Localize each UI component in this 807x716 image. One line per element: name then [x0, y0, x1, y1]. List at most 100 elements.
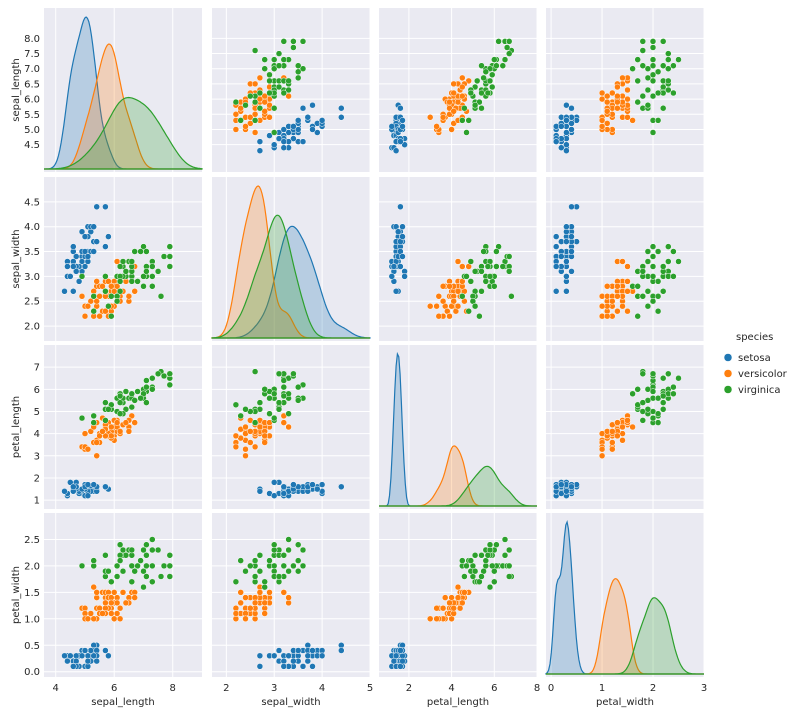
point-setosa [390, 263, 398, 270]
point-versicolor [459, 74, 466, 82]
point-virginica [659, 392, 667, 400]
point-virginica [251, 419, 259, 426]
x-tick-label: 2 [223, 683, 229, 694]
point-virginica [486, 583, 494, 591]
point-virginica [654, 410, 662, 417]
legend-label-setosa: setosa [738, 353, 771, 364]
panel-sepal_width-vs-sepal_width [211, 177, 371, 341]
point-versicolor [450, 297, 457, 305]
point-setosa [568, 126, 575, 133]
point-versicolor [81, 312, 89, 320]
point-setosa [290, 135, 297, 142]
point-setosa [290, 123, 297, 130]
point-setosa [280, 144, 288, 151]
point-virginica [499, 62, 507, 69]
point-setosa [290, 657, 297, 665]
point-setosa [70, 663, 77, 670]
x-tick-label: 2 [650, 683, 656, 694]
point-versicolor [122, 419, 130, 426]
point-versicolor [435, 293, 443, 300]
point-virginica [459, 117, 466, 124]
point-setosa [309, 663, 316, 670]
point-virginica [670, 89, 677, 97]
point-virginica [105, 302, 112, 310]
point-virginica [505, 573, 513, 580]
y-tick-label: 6 [34, 385, 40, 396]
point-virginica [670, 62, 677, 69]
point-versicolor [598, 445, 606, 453]
point-virginica [280, 552, 288, 559]
point-virginica [480, 248, 487, 255]
point-virginica [256, 89, 264, 97]
point-virginica [471, 302, 479, 310]
point-versicolor [614, 432, 621, 440]
point-versicolor [426, 114, 434, 121]
point-virginica [649, 414, 657, 422]
point-setosa [563, 101, 570, 109]
y-tick-label: 2.0 [24, 561, 40, 572]
point-virginica [131, 567, 138, 575]
point-versicolor [629, 117, 636, 124]
point-virginica [629, 65, 636, 72]
kde-virginica [546, 597, 704, 675]
point-virginica [232, 578, 240, 586]
point-virginica [644, 258, 652, 265]
point-virginica [102, 288, 109, 295]
point-setosa [84, 481, 92, 488]
point-versicolor [439, 283, 447, 290]
point-versicolor [614, 419, 621, 426]
point-setosa [318, 652, 326, 660]
point-versicolor [598, 123, 606, 130]
point-setosa [399, 223, 406, 230]
point-virginica [242, 101, 249, 109]
point-virginica [493, 541, 500, 548]
point-virginica [116, 278, 124, 285]
point-versicolor [108, 423, 115, 431]
point-virginica [659, 399, 667, 406]
kde-virginica [211, 214, 370, 339]
point-versicolor [598, 117, 606, 124]
point-virginica [654, 278, 662, 285]
point-versicolor [251, 80, 259, 88]
point-setosa [102, 483, 109, 491]
point-versicolor [113, 599, 121, 607]
point-virginica [280, 56, 288, 63]
point-virginica [140, 546, 147, 554]
point-setosa [568, 268, 575, 275]
point-versicolor [116, 615, 124, 623]
point-versicolor [454, 583, 462, 591]
point-versicolor [87, 610, 95, 617]
point-virginica [299, 546, 307, 554]
point-versicolor [439, 297, 447, 305]
point-virginica [90, 412, 97, 420]
point-virginica [654, 419, 662, 426]
point-virginica [459, 557, 466, 564]
point-virginica [237, 412, 244, 420]
point-virginica [649, 273, 657, 280]
point-setosa [294, 126, 302, 133]
point-setosa [266, 132, 273, 139]
point-virginica [478, 268, 485, 275]
point-versicolor [90, 583, 97, 591]
point-setosa [552, 243, 560, 250]
point-setosa [70, 243, 77, 250]
point-setosa [399, 123, 406, 130]
point-virginica [491, 578, 498, 586]
point-virginica [143, 268, 150, 275]
point-setosa [61, 652, 68, 660]
point-virginica [505, 38, 513, 45]
x-tick-label: 8 [170, 683, 176, 694]
point-versicolor [609, 297, 616, 305]
point-virginica [639, 47, 647, 54]
point-virginica [149, 386, 156, 393]
point-virginica [247, 92, 254, 100]
point-virginica [505, 268, 513, 275]
panel-sepal_length-vs-petal_width [546, 8, 705, 172]
point-versicolor [108, 599, 115, 607]
panel-sepal_width-vs-petal_length [379, 177, 538, 341]
point-virginica [488, 562, 496, 570]
point-versicolor [614, 98, 621, 106]
point-setosa [81, 233, 89, 240]
y-tick-label: 0.0 [24, 667, 40, 678]
point-virginica [649, 297, 657, 305]
